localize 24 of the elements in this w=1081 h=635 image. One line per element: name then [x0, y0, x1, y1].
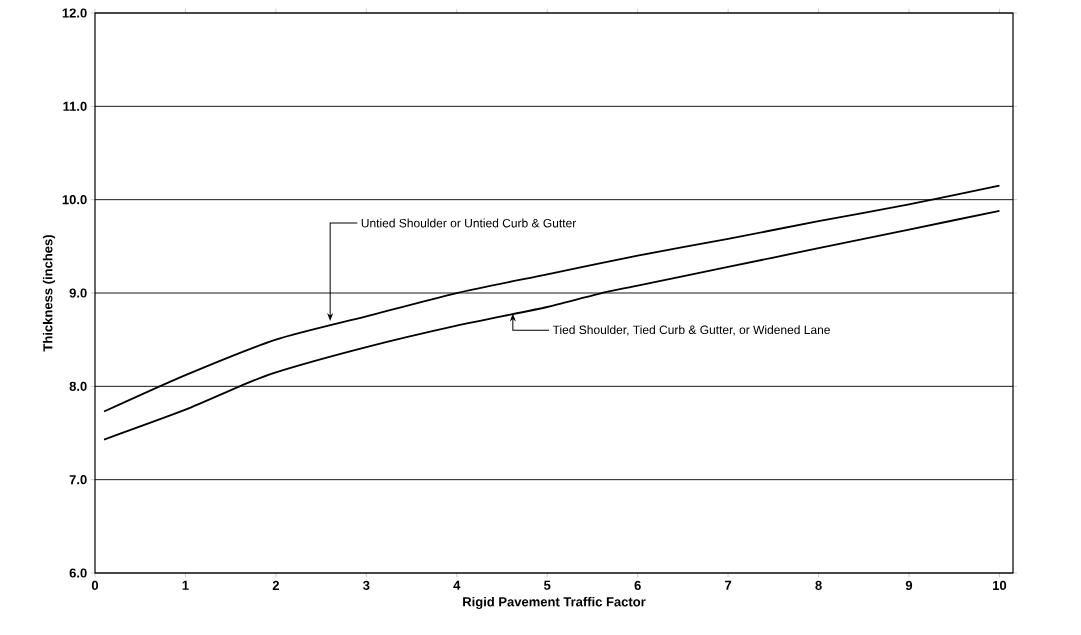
- y-tick-label: 10.0: [62, 195, 87, 205]
- x-tick-label: 10: [993, 580, 1007, 590]
- line-series: [103, 209, 1001, 441]
- x-tick-label: 4: [453, 580, 461, 590]
- x-tick-label: 1: [182, 580, 189, 590]
- y-tick-label: 8.0: [69, 381, 87, 391]
- x-axis-title: Rigid Pavement Traffic Factor: [463, 596, 646, 610]
- y-tick-label: 9.0: [69, 288, 87, 298]
- y-tick-label: 12.0: [62, 8, 87, 18]
- y-tick-label: 6.0: [69, 568, 87, 578]
- y-tick-label: 11.0: [63, 101, 87, 111]
- line-series: [103, 184, 1001, 413]
- x-tick-label: 5: [544, 580, 551, 590]
- annotation: Untied Shoulder or Untied Curb & Gutter: [361, 218, 577, 228]
- x-tick-label: 3: [363, 580, 370, 591]
- annotation: Tied Shoulder, Tied Curb & Gutter, or Widened Lane: [552, 325, 830, 336]
- x-tick-label: 2: [272, 580, 279, 590]
- y-tick-label: 7.0: [69, 475, 87, 485]
- y-axis-title: Thickness (inches): [42, 235, 56, 352]
- x-tick-label: 8: [815, 580, 822, 590]
- x-tick-label: 7: [725, 580, 732, 590]
- x-tick-label: 6: [634, 580, 641, 590]
- x-tick-label: 0: [91, 580, 99, 590]
- x-tick-label: 9: [905, 580, 913, 590]
